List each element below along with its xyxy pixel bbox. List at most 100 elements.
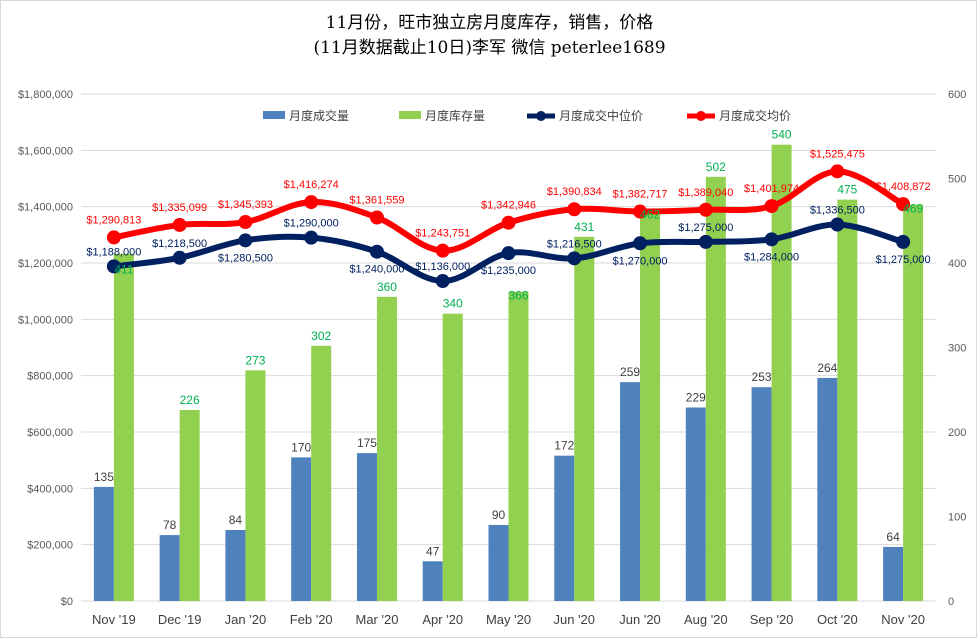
average-price-marker — [896, 197, 911, 212]
x-tick-label: Nov '19 — [92, 612, 136, 627]
x-tick-label: Jan '20 — [225, 612, 267, 627]
median-price-marker — [172, 250, 187, 265]
inventory-bar — [574, 236, 595, 601]
median-price-marker — [501, 246, 516, 261]
right-tick-label: 200 — [948, 427, 966, 439]
average-price-data-label: $1,401,974 — [744, 183, 799, 195]
sales-bar — [883, 546, 904, 601]
sales-data-label: 84 — [229, 513, 243, 527]
median-price-marker — [896, 234, 911, 249]
average-price-marker — [830, 164, 845, 179]
inventory-data-label: 340 — [443, 297, 463, 311]
inventory-bar — [179, 410, 200, 601]
legend-label: 月度成交中位价 — [559, 108, 643, 123]
left-tick-label: $1,200,000 — [18, 258, 73, 270]
median-price-marker — [698, 234, 713, 249]
inventory-bar — [245, 370, 266, 601]
left-tick-label: $1,400,000 — [18, 202, 73, 214]
x-tick-label: Sep '20 — [750, 612, 794, 627]
x-tick-label: Dec '19 — [158, 612, 202, 627]
inventory-data-label: 302 — [311, 329, 331, 343]
average-price-marker — [501, 215, 516, 230]
average-price-data-label: $1,243,751 — [415, 228, 470, 240]
left-tick-label: $0 — [61, 596, 73, 608]
sales-bar — [356, 453, 377, 601]
median-price-marker — [764, 232, 779, 247]
inventory-bar — [705, 176, 726, 601]
sales-bar — [422, 561, 443, 601]
right-tick-label: 300 — [948, 343, 966, 355]
left-tick-label: $200,000 — [27, 540, 73, 552]
median-price-marker — [238, 233, 253, 248]
sales-bar — [93, 486, 114, 601]
x-tick-label: Nov '20 — [881, 612, 925, 627]
x-tick-label: Aug '20 — [684, 612, 728, 627]
inventory-bar — [442, 313, 463, 601]
left-tick-label: $1,600,000 — [18, 145, 73, 157]
right-tick-label: 600 — [948, 89, 966, 101]
sales-data-label: 172 — [554, 439, 574, 453]
sales-bar — [817, 377, 838, 601]
inventory-data-label: 360 — [377, 280, 397, 294]
x-tick-label: Feb '20 — [290, 612, 333, 627]
legend-swatch — [399, 111, 421, 119]
inventory-data-label: 411 — [114, 263, 133, 277]
median-price-data-label: $1,240,000 — [349, 264, 404, 276]
sales-bar — [685, 407, 706, 601]
median-price-data-label: $1,188,000 — [86, 246, 141, 258]
inventory-bar — [837, 199, 858, 601]
median-price-marker — [633, 236, 648, 251]
sales-data-label: 78 — [163, 518, 177, 532]
inventory-data-label: 469 — [903, 202, 923, 216]
x-tick-label: May '20 — [486, 612, 531, 627]
median-price-data-label: $1,218,500 — [152, 238, 207, 250]
inventory-data-label: 462 — [640, 208, 660, 222]
sales-data-label: 90 — [492, 508, 506, 522]
median-price-data-label: $1,336,500 — [810, 205, 865, 217]
legend-label: 月度成交均价 — [719, 108, 791, 123]
sales-data-label: 64 — [886, 530, 900, 544]
left-tick-label: $1,000,000 — [18, 314, 73, 326]
average-price-marker — [633, 204, 648, 219]
sales-data-label: 259 — [620, 365, 640, 379]
x-tick-label: Apr '20 — [422, 612, 463, 627]
inventory-data-label: 273 — [245, 353, 265, 367]
average-price-marker — [567, 202, 582, 217]
inventory-bar — [903, 204, 924, 601]
right-tick-label: 100 — [948, 512, 966, 524]
chart-title: 11月份，旺市独立房月度库存，销售，价格 — [325, 13, 654, 33]
sales-bar — [488, 524, 509, 601]
sales-bar — [225, 530, 246, 601]
inventory-bar — [113, 253, 134, 601]
inventory-bar — [771, 144, 792, 601]
median-price-data-label: $1,235,000 — [481, 265, 536, 277]
average-price-data-label: $1,389,040 — [678, 187, 733, 199]
inventory-data-label: 540 — [772, 128, 792, 142]
average-price-data-label: $1,408,872 — [876, 181, 931, 193]
median-price-data-label: $1,136,000 — [415, 261, 470, 273]
left-tick-label: $1,800,000 — [18, 89, 73, 101]
sales-bar — [620, 382, 641, 601]
median-price-marker — [304, 230, 319, 245]
legend-marker — [696, 111, 706, 121]
median-price-data-label: $1,275,000 — [678, 222, 733, 234]
average-price-data-label: $1,342,946 — [481, 200, 536, 212]
average-price-data-label: $1,290,813 — [86, 214, 141, 226]
x-tick-label: Oct '20 — [817, 612, 858, 627]
grid-layer — [81, 93, 936, 602]
average-price-marker — [172, 217, 187, 232]
right-tick-label: 0 — [948, 596, 954, 608]
median-price-data-label: $1,216,500 — [547, 238, 602, 250]
median-price-marker — [830, 217, 845, 232]
inventory-data-label: 475 — [837, 183, 857, 197]
legend-label: 月度成交量 — [289, 108, 349, 123]
sales-data-label: 264 — [817, 361, 837, 375]
chart-title-block: 11月份，旺市独立房月度库存，销售，价格 (11月数据截止10日)李军 微信 p… — [1, 11, 976, 61]
sales-bar — [554, 455, 575, 601]
labels-layer: $0 $200,000 $400,000 $600,000 $800,000 $1,000… — [18, 89, 966, 627]
left-tick-label: $400,000 — [27, 483, 73, 495]
sales-bar — [751, 387, 772, 601]
median-price-data-label: $1,275,000 — [876, 254, 931, 266]
sales-data-label: 253 — [752, 370, 772, 384]
